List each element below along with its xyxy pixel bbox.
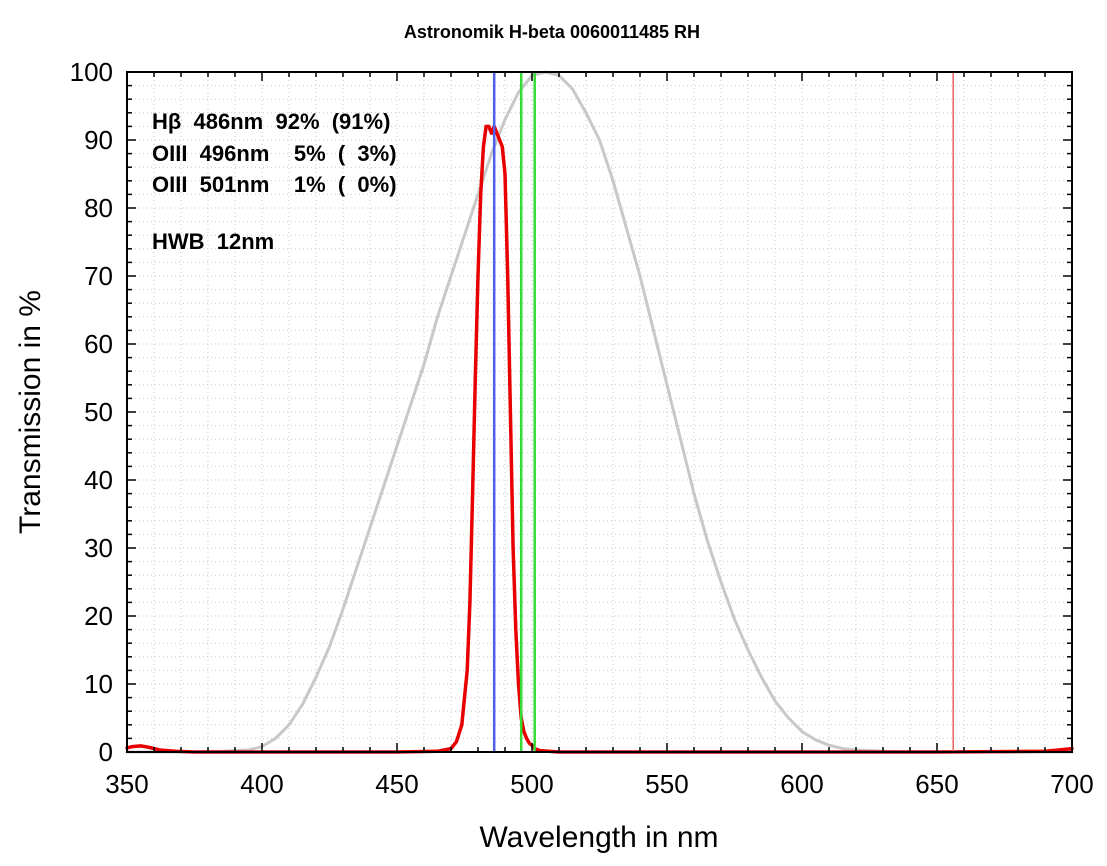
annotation-block: Hβ 486nm 92% (91%) OIII 496nm 5% ( 3%) O… — [152, 109, 397, 254]
annotation-oiii-496: OIII 496nm 5% ( 3%) — [152, 141, 397, 166]
x-tick-labels: 350 400 450 500 550 600 650 700 — [105, 769, 1093, 799]
x-axis-label: Wavelength in nm — [479, 821, 718, 854]
series-line-reference-curve — [125, 70, 1074, 754]
y-tick-label: 20 — [84, 601, 113, 631]
annotation-oiii-501: OIII 501nm 1% ( 0%) — [152, 172, 397, 197]
y-tick-labels: 0 10 20 30 40 50 60 70 80 90 100 — [70, 57, 113, 767]
y-axis-label: Transmission in % — [14, 290, 47, 534]
y-tick-label: 40 — [84, 465, 113, 495]
x-tick-label: 600 — [780, 769, 823, 799]
y-tick-label: 10 — [84, 669, 113, 699]
reference-lines — [492, 72, 954, 752]
y-tick-label: 100 — [70, 57, 113, 87]
x-tick-label: 550 — [645, 769, 688, 799]
x-tick-label: 700 — [1050, 769, 1093, 799]
y-tick-label: 50 — [84, 397, 113, 427]
chart-title: Astronomik H-beta 0060011485 RH — [404, 22, 700, 42]
x-tick-label: 450 — [375, 769, 418, 799]
x-tick-label: 500 — [510, 769, 553, 799]
annotation-hwb: HWB 12nm — [152, 229, 274, 254]
annotation-hbeta: Hβ 486nm 92% (91%) — [152, 109, 390, 134]
x-tick-label: 350 — [105, 769, 148, 799]
y-tick-label: 70 — [84, 261, 113, 291]
y-tick-label: 60 — [84, 329, 113, 359]
y-tick-label: 80 — [84, 193, 113, 223]
plot-frame — [126, 71, 1073, 753]
x-tick-label: 650 — [915, 769, 958, 799]
y-tick-label: 0 — [99, 737, 113, 767]
y-tick-label: 30 — [84, 533, 113, 563]
y-tick-label: 90 — [84, 125, 113, 155]
x-tick-label: 400 — [240, 769, 283, 799]
grid-lines — [127, 72, 1072, 752]
